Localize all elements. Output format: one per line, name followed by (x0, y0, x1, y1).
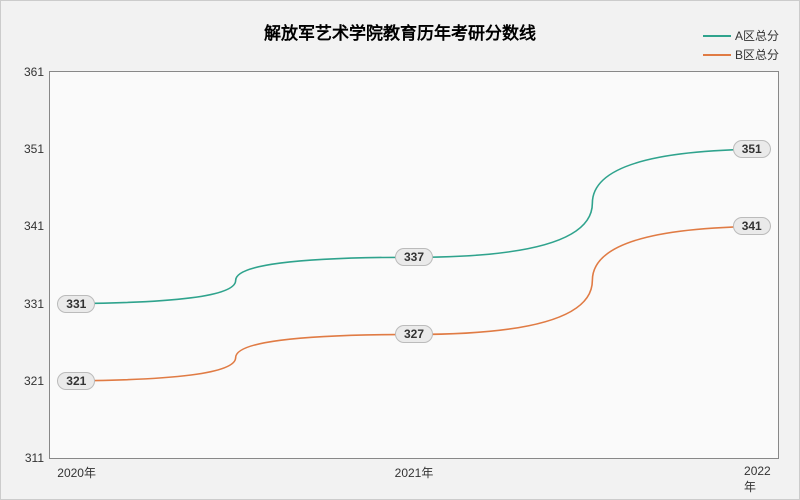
legend-label-a: A区总分 (735, 27, 779, 44)
x-tick-label: 2021年 (395, 464, 434, 481)
legend-item-a: A区总分 (703, 27, 779, 44)
chart-title: 解放军艺术学院教育历年考研分数线 (264, 19, 536, 44)
series-line (57, 149, 770, 303)
y-tick-label: 351 (24, 142, 44, 156)
y-tick-label: 311 (25, 451, 44, 465)
data-label: 327 (395, 325, 433, 343)
data-label: 321 (57, 372, 95, 390)
legend-item-b: B区总分 (703, 46, 779, 63)
x-tick-label: 2022年 (744, 464, 771, 495)
legend-swatch-b (703, 54, 731, 56)
legend-label-b: B区总分 (735, 46, 779, 63)
legend-swatch-a (703, 35, 731, 37)
y-tick-label: 341 (24, 219, 44, 233)
plot-area: 3113213313413513612020年2021年2022年3313373… (49, 71, 779, 459)
data-label: 351 (733, 140, 771, 158)
y-tick-label: 361 (24, 65, 44, 79)
x-tick-label: 2020年 (57, 464, 96, 481)
legend: A区总分 B区总分 (703, 27, 779, 65)
y-tick-label: 331 (24, 297, 44, 311)
data-label: 337 (395, 248, 433, 266)
data-label: 331 (57, 295, 95, 313)
y-tick-label: 321 (24, 374, 44, 388)
chart-container: 解放军艺术学院教育历年考研分数线 A区总分 B区总分 311 321 331 341 3… (0, 0, 800, 500)
data-label: 341 (733, 217, 771, 235)
